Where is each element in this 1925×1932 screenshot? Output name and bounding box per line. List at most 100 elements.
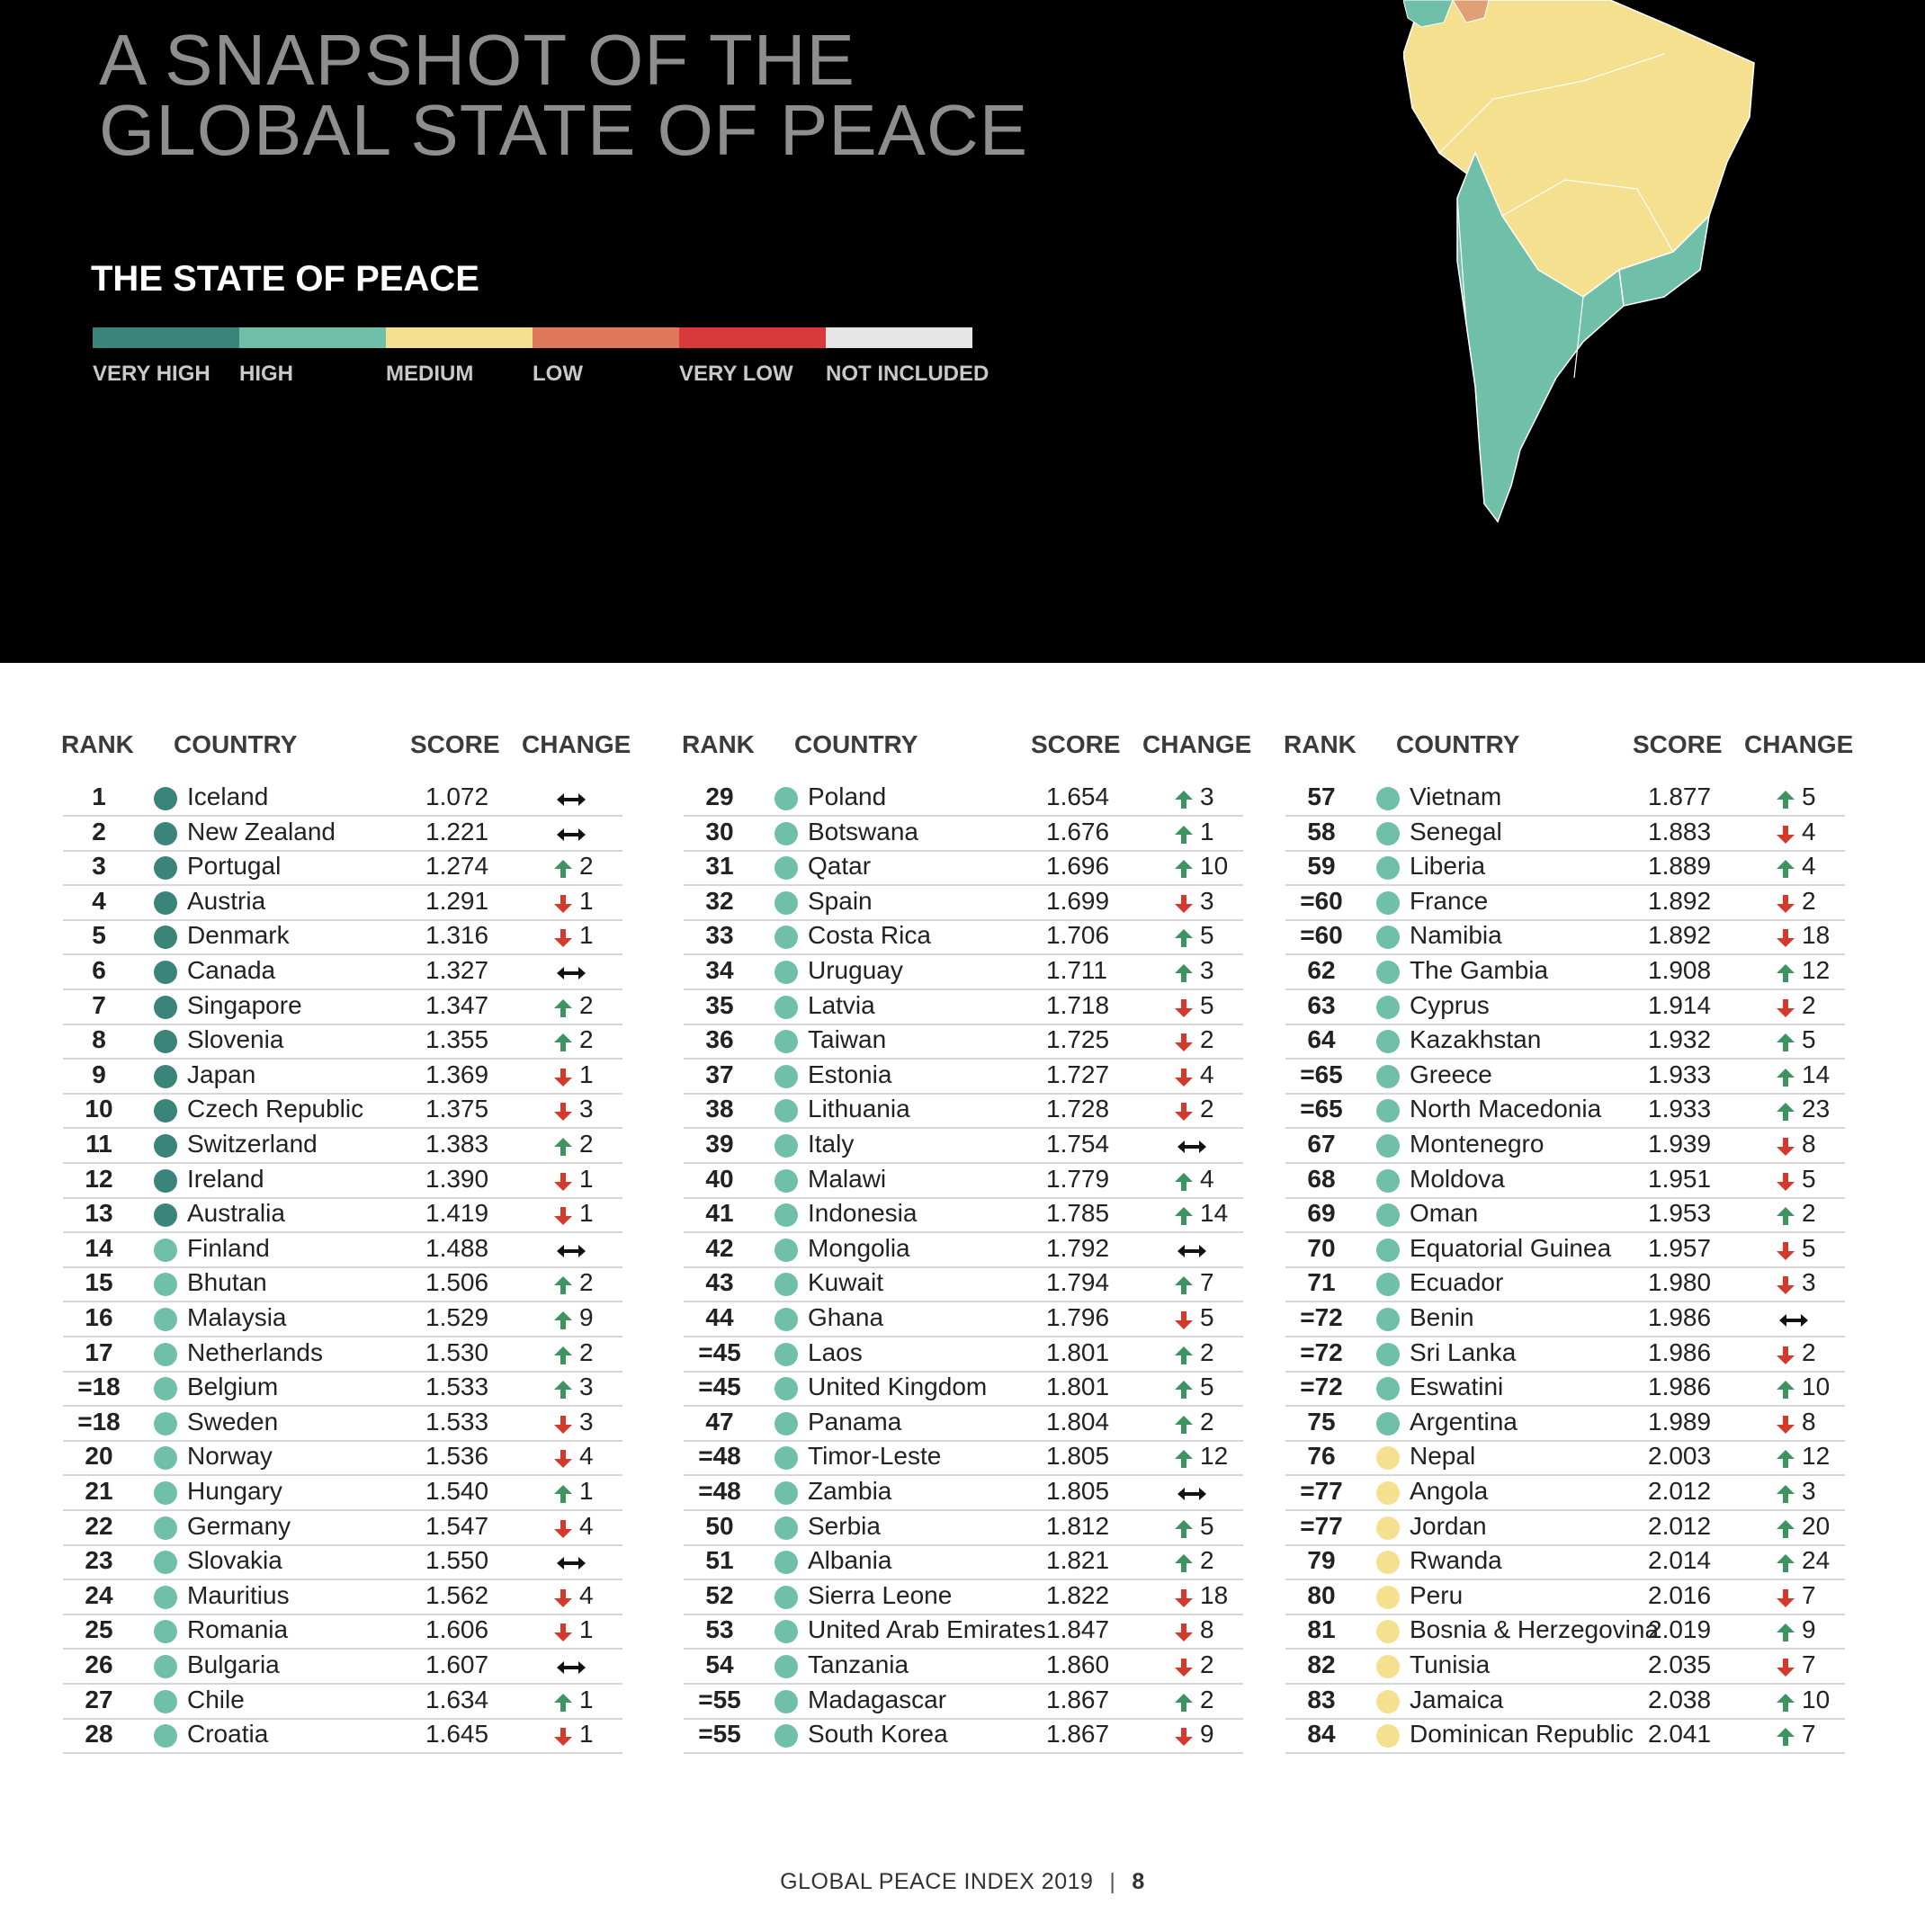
country-cell: Panama — [808, 1407, 902, 1436]
country-cell: Romania — [187, 1615, 289, 1644]
table-row: 30 Botswana 1.676 1 — [684, 816, 1243, 852]
map-region-low — [1452, 0, 1490, 23]
rank-cell: =55 — [698, 1720, 741, 1749]
change-value: 1 — [579, 1615, 594, 1644]
legend-label: LOW — [533, 362, 583, 386]
table-row: 47 Panama 1.804 2 — [684, 1406, 1243, 1442]
score-cell: 1.562 — [425, 1580, 489, 1609]
score-cell: 1.801 — [1046, 1337, 1110, 1366]
rank-cell: 37 — [705, 1060, 734, 1088]
rank-cell: 6 — [92, 956, 106, 984]
peace-level-dot — [774, 1273, 798, 1297]
table-row: 83 Jamaica 2.038 10 — [1285, 1684, 1845, 1720]
column-header-country: COUNTRY — [1396, 730, 1520, 758]
change-value: 3 — [1200, 783, 1214, 810]
country-cell: Bulgaria — [187, 1650, 280, 1678]
score-cell: 1.540 — [425, 1477, 489, 1505]
peace-level-dot — [1376, 1168, 1400, 1193]
peace-level-dot — [1376, 1099, 1400, 1123]
score-cell: 1.794 — [1046, 1268, 1110, 1297]
peace-level-dot — [1376, 1308, 1400, 1331]
country-cell: Czech Republic — [187, 1095, 364, 1123]
peace-level-dot — [774, 1655, 798, 1678]
score-cell: 2.038 — [1648, 1685, 1712, 1713]
table-row: 13 Australia 1.419 1 — [63, 1197, 622, 1234]
country-cell: Canada — [187, 956, 276, 984]
rank-cell: 32 — [705, 886, 734, 915]
rank-cell: 4 — [92, 886, 106, 915]
table-row: =72 Sri Lanka 1.986 2 — [1285, 1337, 1845, 1373]
arrow-down-icon — [1175, 1623, 1193, 1642]
arrow-down-icon — [554, 1623, 572, 1642]
arrow-down-icon — [554, 1519, 572, 1538]
arrow-down-icon — [1777, 1138, 1795, 1156]
rank-cell: 40 — [705, 1164, 734, 1193]
arrow-up-icon — [1777, 1381, 1795, 1400]
score-cell: 2.012 — [1648, 1477, 1712, 1505]
rank-cell: =77 — [1300, 1511, 1343, 1540]
rank-cell: 16 — [85, 1303, 113, 1331]
arrow-down-icon — [1777, 1276, 1795, 1295]
legend-swatch — [533, 327, 679, 348]
rank-cell: 24 — [85, 1580, 113, 1609]
table-row: 4 Austria 1.291 1 — [63, 885, 622, 921]
table-row: 21 Hungary 1.540 1 — [63, 1475, 622, 1511]
peace-level-dot — [154, 1585, 177, 1609]
rank-cell: =45 — [698, 1373, 741, 1401]
country-cell: Cyprus — [1410, 990, 1490, 1019]
south-america-map — [1403, 0, 1755, 523]
table-row: 6 Canada 1.327 — [63, 954, 622, 990]
change-value: 10 — [1802, 1373, 1831, 1401]
peace-level-dot — [774, 1238, 798, 1262]
peace-level-dot — [154, 995, 177, 1019]
arrow-up-icon — [554, 1033, 572, 1052]
score-cell: 1.347 — [425, 990, 489, 1019]
arrow-up-icon — [1777, 1033, 1795, 1052]
score-cell: 1.725 — [1046, 1025, 1110, 1054]
country-cell: Iceland — [187, 783, 269, 810]
table-row: 50 Serbia 1.812 5 — [684, 1510, 1243, 1546]
country-cell: Kazakhstan — [1410, 1025, 1542, 1054]
peace-level-dot — [154, 1377, 177, 1401]
peace-level-dot — [154, 856, 177, 881]
legend-swatch — [93, 327, 239, 348]
change-value: 7 — [1802, 1650, 1816, 1678]
column-header-change: CHANGE — [1744, 730, 1854, 758]
peace-level-dot — [1376, 1273, 1400, 1297]
peace-level-dot — [774, 1168, 798, 1193]
country-cell: Liberia — [1410, 852, 1486, 881]
change-value: 3 — [579, 1095, 594, 1123]
rank-cell: 71 — [1307, 1268, 1336, 1297]
rank-cell: 8 — [92, 1025, 106, 1054]
change-value: 4 — [1802, 817, 1816, 845]
rank-cell: 63 — [1307, 990, 1336, 1019]
change-value: 4 — [579, 1511, 594, 1540]
peace-level-dot — [774, 926, 798, 950]
score-cell: 1.908 — [1648, 956, 1712, 984]
change-value: 5 — [1802, 1025, 1816, 1054]
change-value: 2 — [579, 1268, 594, 1297]
country-cell: Eswatini — [1410, 1373, 1504, 1401]
country-cell: Bosnia & Herzegovina — [1410, 1615, 1660, 1644]
peace-level-dot — [774, 1481, 798, 1505]
rank-cell: =72 — [1300, 1303, 1343, 1331]
table-row: 1 Iceland 1.072 — [63, 781, 622, 817]
rank-cell: =45 — [698, 1337, 741, 1366]
arrow-left-right-icon — [557, 1661, 586, 1674]
table-row: =48 Zambia 1.805 — [684, 1475, 1243, 1511]
peace-level-dot — [1376, 1203, 1400, 1228]
rank-cell: =60 — [1300, 921, 1343, 950]
peace-level-dot — [154, 1689, 177, 1713]
score-cell: 1.676 — [1046, 817, 1110, 845]
arrow-up-icon — [1175, 1415, 1193, 1434]
rank-cell: =72 — [1300, 1337, 1343, 1366]
table-row: 52 Sierra Leone 1.822 18 — [684, 1579, 1243, 1615]
country-cell: Malaysia — [187, 1303, 287, 1331]
peace-level-dot — [1376, 1551, 1400, 1575]
change-value: 3 — [1200, 956, 1214, 984]
rank-cell: 42 — [705, 1233, 734, 1262]
rank-cell: 7 — [92, 990, 106, 1019]
rank-cell: 15 — [85, 1268, 113, 1297]
country-cell: The Gambia — [1410, 956, 1549, 984]
change-value: 5 — [1802, 1233, 1816, 1262]
